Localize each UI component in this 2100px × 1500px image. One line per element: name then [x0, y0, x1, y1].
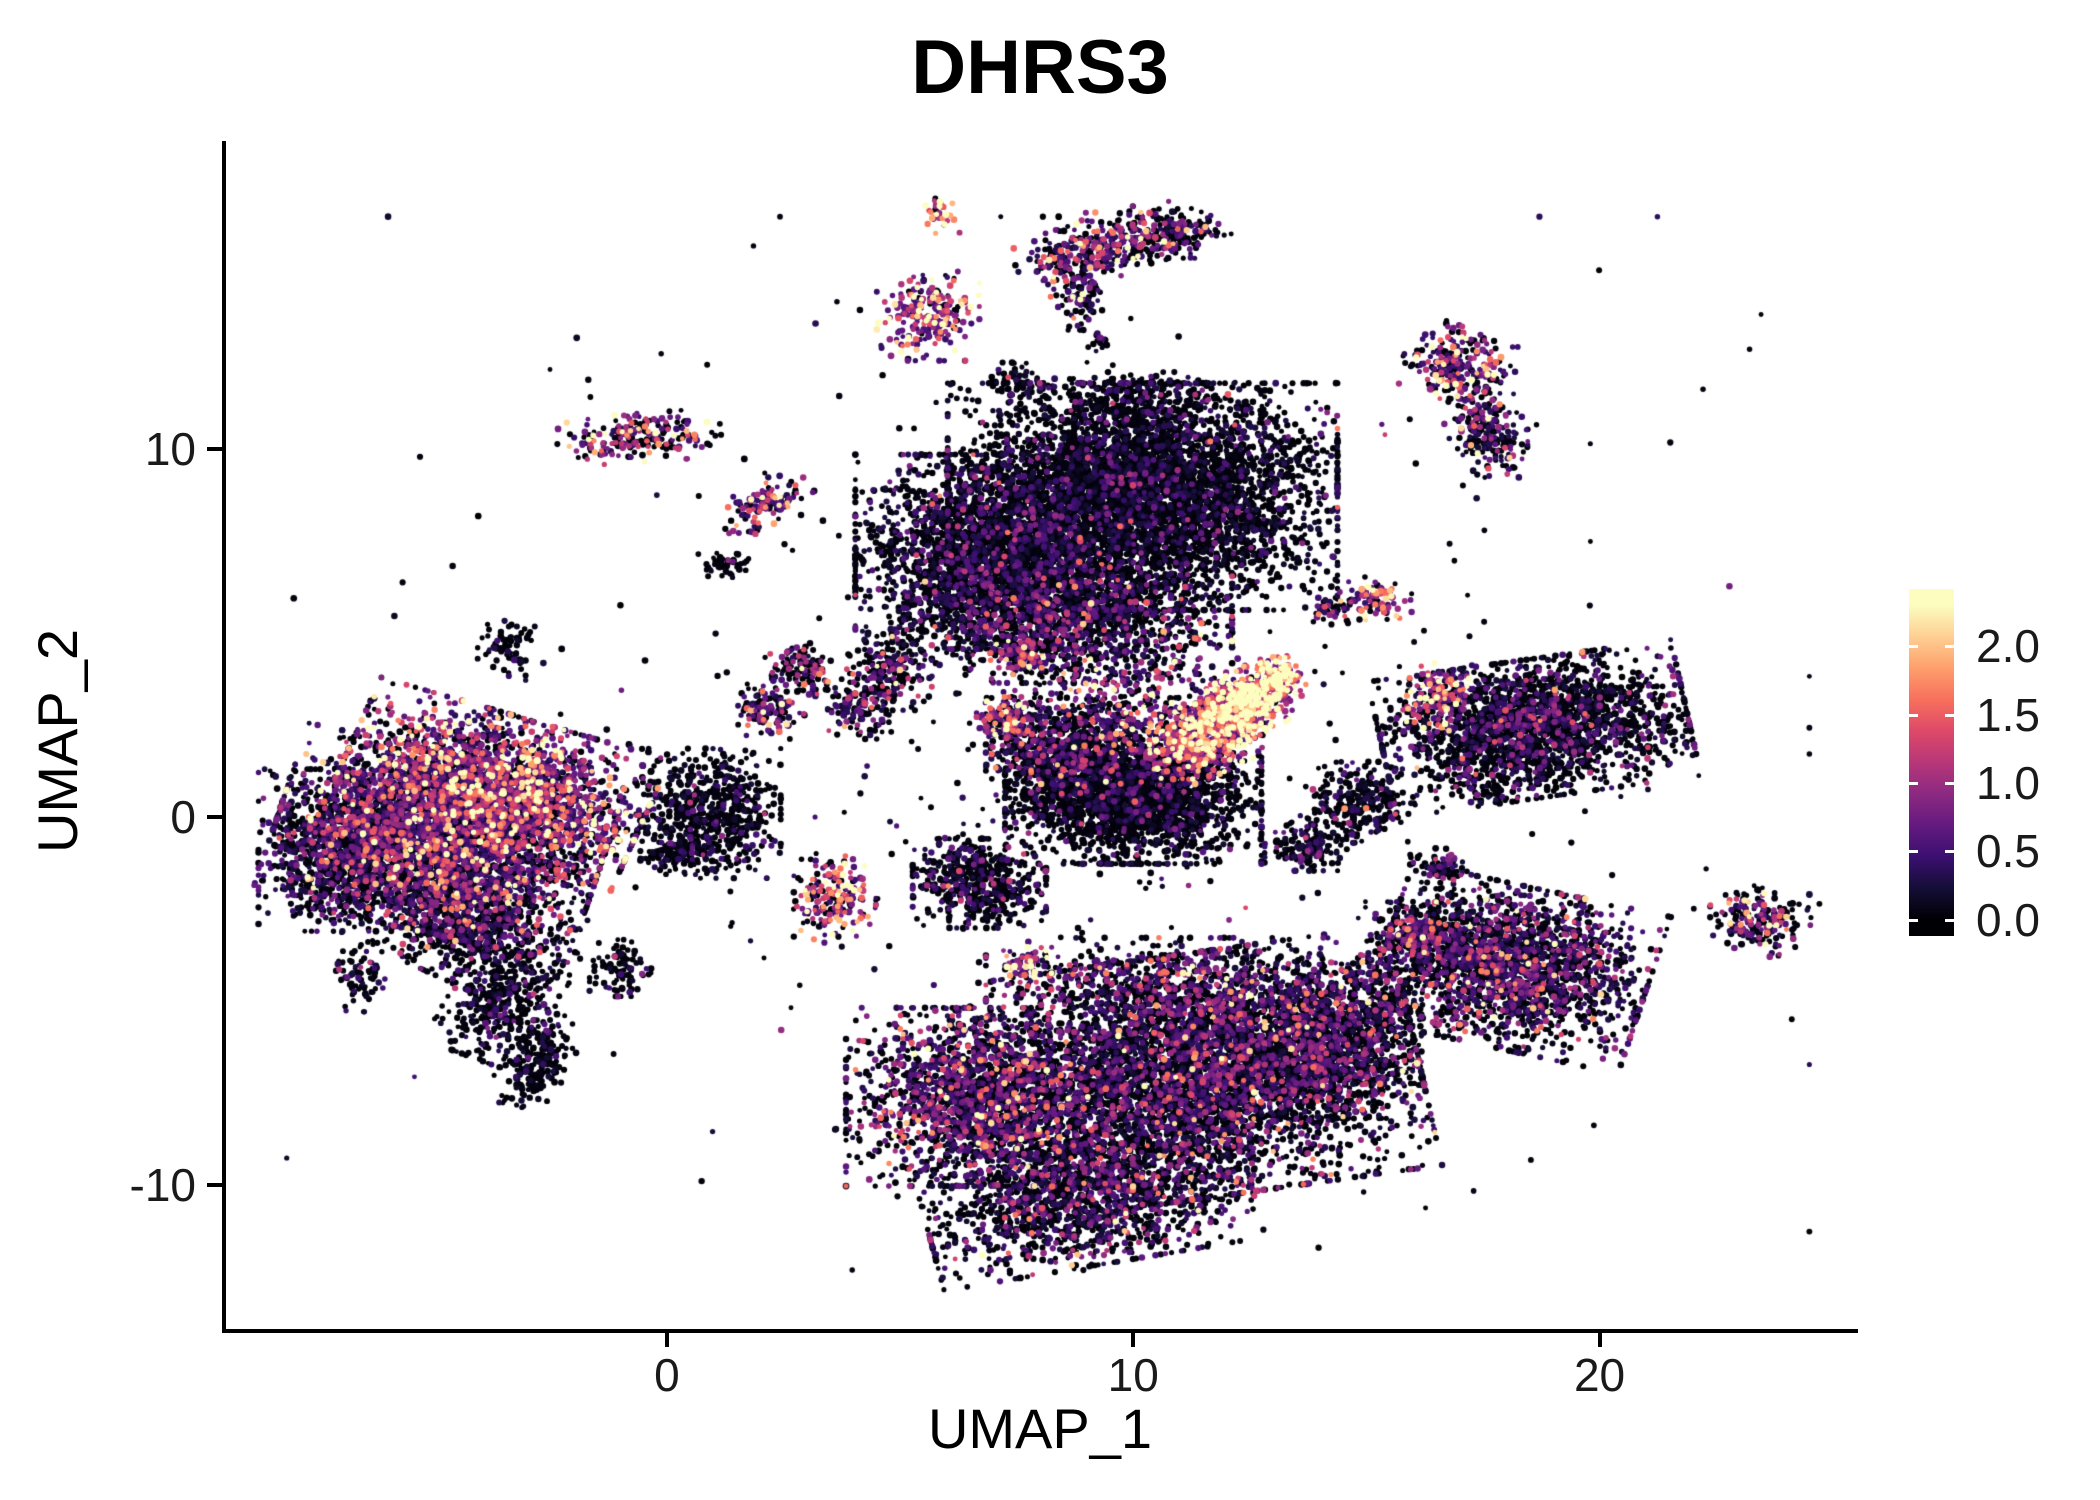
y-tick-label: -10 [129, 1159, 196, 1212]
y-tick-mark [207, 1183, 222, 1188]
x-tick-mark [664, 1333, 669, 1347]
x-tick-label: 20 [1573, 1349, 1626, 1401]
colorbar-tick-mark [1909, 918, 1918, 922]
y-axis-line [222, 141, 226, 1333]
colorbar-tick-label: 2.0 [1976, 620, 2040, 673]
colorbar-tick-label: 1.0 [1976, 756, 2040, 809]
colorbar-tick-mark [1945, 781, 1954, 785]
colorbar-tick-mark [1909, 645, 1918, 649]
y-tick-label: 10 [144, 422, 196, 475]
colorbar-tick-label: 0.0 [1976, 893, 2040, 946]
colorbar-tick-mark [1909, 713, 1918, 717]
y-tick-mark [207, 446, 222, 451]
x-axis-title: UMAP_1 [927, 1397, 1153, 1460]
colorbar-tick-mark [1945, 713, 1954, 717]
y-axis-title: UMAP_2 [26, 628, 89, 854]
y-tick-mark [207, 815, 222, 820]
colorbar-tick-mark [1945, 918, 1954, 922]
colorbar-tick-mark [1945, 850, 1954, 854]
colorbar-gradient [1909, 589, 1954, 936]
colorbar-tick-mark [1909, 850, 1918, 854]
x-tick-mark [1131, 1333, 1136, 1347]
x-tick-mark [1597, 1333, 1602, 1347]
scatter-plot-canvas [224, 143, 1856, 1329]
colorbar-tick-mark [1909, 781, 1918, 785]
y-tick-label: 0 [170, 791, 196, 844]
plot-title: DHRS3 [911, 25, 1169, 110]
x-axis-line [222, 1329, 1858, 1333]
colorbar-tick-label: 0.5 [1976, 825, 2040, 878]
colorbar-tick-label: 1.5 [1976, 688, 2040, 741]
x-tick-label: 10 [1107, 1349, 1159, 1401]
x-tick-label: 0 [654, 1349, 680, 1401]
colorbar-tick-mark [1945, 645, 1954, 649]
